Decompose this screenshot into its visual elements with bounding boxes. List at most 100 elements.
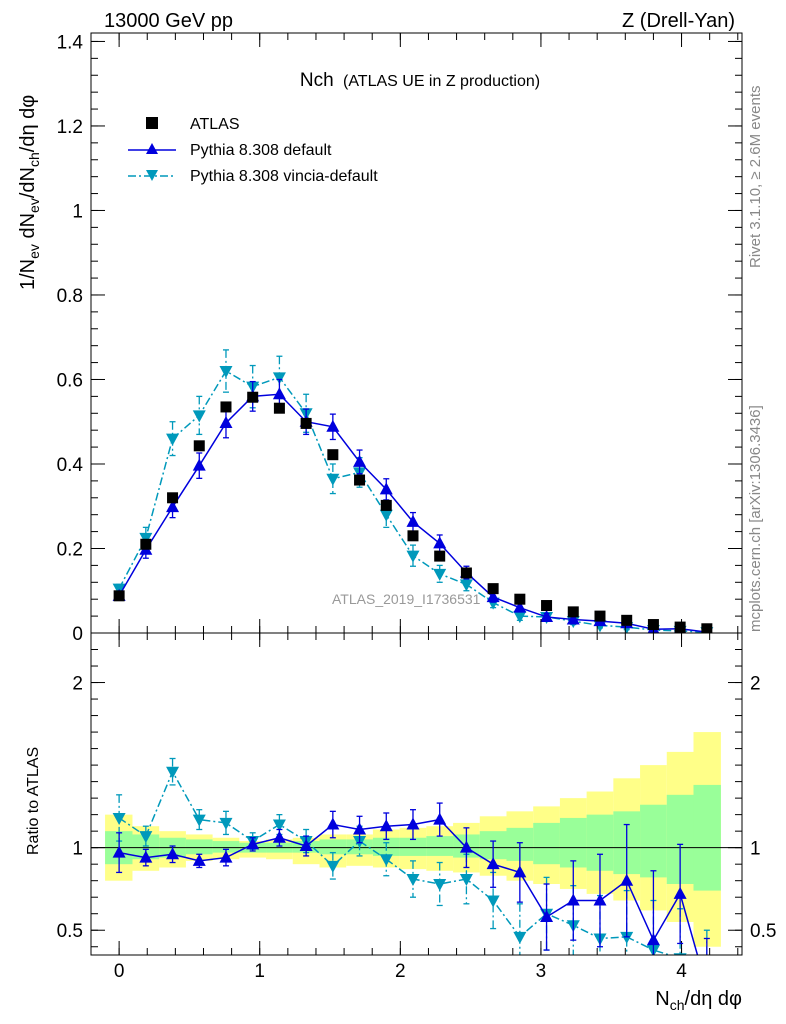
triangle-up-marker (192, 853, 206, 866)
ratio-y-tick-label-left: 2 (72, 674, 83, 695)
ylabel-sub: ch (26, 152, 42, 167)
legend-vincia-marker (146, 170, 158, 181)
atlas-data-point (567, 606, 579, 618)
legend-atlas-marker (146, 117, 158, 129)
main-y-axis-title: 1/Nev dNev/dNch/dη dφ (17, 95, 42, 290)
atlas-data-point (113, 590, 125, 602)
band-inner (399, 837, 427, 856)
triangle-down-marker (513, 611, 527, 624)
triangle-up-marker (566, 612, 580, 625)
triangle-down-marker (192, 814, 206, 827)
legend-default-marker (146, 143, 158, 154)
triangle-up-marker (513, 600, 527, 613)
triangle-down-marker (219, 366, 233, 379)
triangle-up-marker (486, 857, 500, 870)
legend-default-label: Pythia 8.308 default (190, 142, 332, 159)
triangle-up-marker (566, 893, 580, 906)
triangle-down-marker (326, 860, 340, 873)
triangle-up-marker (219, 416, 233, 428)
triangle-up-marker (272, 387, 286, 400)
plot-title-sub: (ATLAS UE in Z production) (343, 73, 540, 90)
triangle-up-marker (272, 830, 286, 843)
triangle-up-marker (353, 454, 367, 467)
atlas-data-point (380, 499, 392, 511)
triangle-down-marker (620, 931, 634, 944)
ylabel-part: /dη dφ (17, 95, 39, 152)
triangle-up-marker (326, 817, 340, 830)
triangle-up-marker (673, 886, 687, 899)
triangle-up-marker (219, 850, 233, 863)
atlas-data-point (354, 474, 366, 486)
triangle-up-marker (192, 458, 206, 471)
band-inner (640, 804, 667, 878)
triangle-down-marker (433, 568, 447, 581)
atlas-data-point (407, 530, 419, 542)
main-plot-area (112, 349, 714, 633)
legend: ATLAS Pythia 8.308 default Pythia 8.308 … (128, 116, 378, 185)
triangle-up-marker (433, 812, 447, 825)
triangle-down-marker (513, 931, 527, 944)
y-tick-label: 1.4 (57, 32, 84, 53)
triangle-up-marker (486, 590, 500, 603)
band-inner (426, 836, 454, 856)
legend-vincia-label: Pythia 8.308 vincia-default (190, 168, 378, 185)
band-inner (559, 817, 587, 868)
triangle-up-marker (433, 536, 447, 549)
ratio-y-tick-label-right: 2 (750, 674, 761, 695)
y-tick-label: 0.4 (57, 455, 84, 476)
ratio-panel: 0.5 0.5 1 1 2 2 0 1 2 3 4 (57, 632, 776, 987)
header-process-label: Z (Drell-Yan) (622, 10, 735, 32)
plot-title: Nch (ATLAS UE in Z production) (300, 70, 540, 91)
ylabel-part: /dN (17, 167, 39, 198)
band-inner (533, 822, 560, 865)
triangle-down-marker (112, 812, 126, 825)
triangle-up-marker (406, 817, 420, 830)
triangle-down-marker (486, 895, 500, 908)
x-tick-label: 1 (254, 961, 265, 982)
triangle-up-marker (326, 419, 340, 432)
ratio-y-tick-label-right: 0.5 (750, 921, 776, 942)
ylabel-sub: ev (26, 244, 42, 259)
triangle-down-marker (272, 819, 286, 832)
atlas-data-point (621, 614, 633, 626)
triangle-up-marker (166, 847, 180, 860)
atlas-data-point (140, 538, 152, 550)
triangle-down-marker (459, 579, 473, 592)
triangle-down-marker (406, 874, 420, 887)
ylabel-part: dN (17, 213, 39, 244)
x-tick-label: 0 (114, 961, 125, 982)
xlabel-sub: ch (670, 997, 685, 1013)
triangle-down-marker (379, 509, 393, 522)
triangle-down-marker (272, 372, 286, 385)
atlas-data-point (300, 417, 312, 429)
band-inner (693, 784, 721, 891)
band-inner (319, 839, 347, 855)
ratio-y-axis-title: Ratio to ATLAS (25, 747, 42, 855)
triangle-up-marker (540, 609, 554, 622)
analysis-watermark: ATLAS_2019_I1736531 (332, 591, 481, 607)
triangle-down-marker (192, 410, 206, 423)
y-tick-label: 0 (72, 624, 83, 645)
atlas-data-point (434, 550, 446, 562)
triangle-down-marker (700, 975, 713, 987)
main-frame (90, 32, 743, 634)
triangle-up-marker (540, 910, 554, 923)
triangle-up-marker (646, 933, 660, 946)
ylabel-part: 1/N (17, 259, 39, 290)
triangle-down-marker (459, 874, 473, 887)
atlas-data-point (460, 567, 472, 579)
atlas-data-point (247, 391, 259, 403)
triangle-down-marker (326, 473, 340, 486)
atlas-data-point (167, 492, 179, 504)
mcplots-label: mcplots.cern.ch [arXiv:1306.3436] (747, 405, 764, 632)
x-tick-label: 2 (395, 961, 406, 982)
header-collision-label: 13000 GeV pp (104, 10, 233, 32)
triangle-up-marker (299, 839, 313, 852)
ratio-y-tick-label-left: 1 (72, 839, 83, 860)
atlas-data-point (647, 619, 659, 631)
y-tick-label: 0.2 (57, 539, 83, 560)
atlas-data-point (487, 583, 499, 595)
triangle-up-marker (139, 850, 153, 863)
band-inner (212, 841, 240, 853)
atlas-data-point (220, 401, 232, 413)
